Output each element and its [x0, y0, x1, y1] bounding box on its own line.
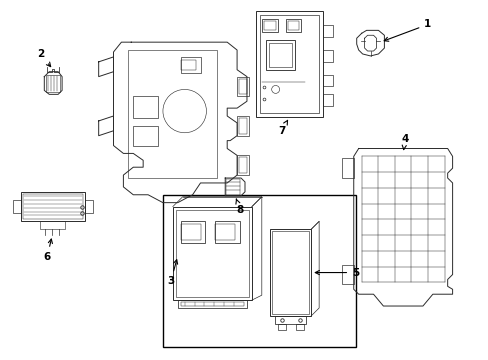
Text: 6: 6	[43, 239, 52, 262]
Bar	[323, 26, 332, 37]
Bar	[323, 50, 332, 62]
Bar	[263, 21, 275, 30]
Text: 4: 4	[401, 134, 408, 150]
Bar	[178, 300, 246, 308]
Bar	[271, 231, 308, 314]
Bar	[269, 229, 310, 316]
Bar	[259, 15, 319, 113]
Bar	[341, 265, 353, 284]
Bar	[239, 157, 246, 173]
Bar	[181, 224, 200, 240]
Bar	[285, 18, 301, 32]
Bar	[239, 118, 246, 134]
Bar	[128, 50, 217, 178]
Bar	[323, 75, 332, 86]
Bar	[341, 158, 353, 178]
Bar	[163, 195, 355, 347]
Bar	[215, 224, 235, 240]
Bar	[181, 57, 200, 73]
Bar	[46, 75, 60, 93]
Text: 7: 7	[277, 120, 287, 136]
Bar	[237, 77, 248, 96]
Bar	[13, 200, 20, 213]
Bar	[239, 78, 246, 94]
Bar	[181, 221, 205, 243]
Bar	[175, 210, 248, 297]
Bar	[181, 302, 244, 306]
Bar	[84, 200, 93, 213]
Bar	[172, 207, 251, 300]
Bar	[237, 156, 248, 175]
Bar	[215, 221, 240, 243]
Bar	[41, 221, 65, 229]
Text: 2: 2	[37, 49, 51, 67]
Bar	[274, 316, 305, 324]
Bar	[277, 324, 285, 330]
Bar	[268, 43, 292, 67]
Text: 3: 3	[167, 260, 177, 287]
Bar	[265, 40, 295, 70]
Text: 5: 5	[315, 267, 359, 278]
Bar	[296, 324, 304, 330]
Bar	[22, 194, 82, 219]
Bar	[287, 21, 299, 30]
Bar	[20, 192, 84, 221]
Bar	[133, 126, 158, 145]
Text: 8: 8	[235, 199, 243, 215]
Bar	[255, 11, 323, 117]
Bar	[323, 94, 332, 106]
Bar	[261, 18, 277, 32]
Bar	[181, 60, 195, 70]
Bar	[226, 179, 240, 195]
Bar	[237, 116, 248, 136]
Bar	[133, 96, 158, 118]
Text: 1: 1	[384, 19, 430, 41]
